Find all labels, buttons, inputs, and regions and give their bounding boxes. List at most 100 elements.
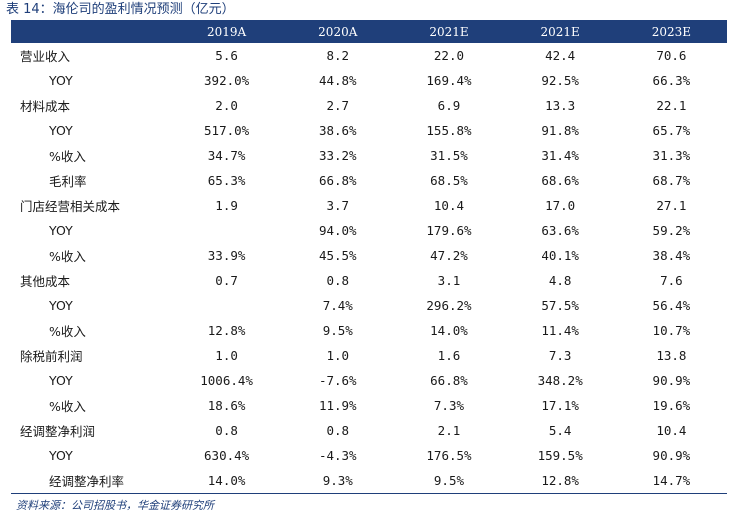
table-row: 其他成本 0.7 0.8 3.1 4.8 7.6 [11,268,727,293]
value-cell: 66.8% [318,173,357,188]
row-label: %收入 [49,399,86,414]
table-row: 经调整净利润 0.8 0.8 2.1 5.4 10.4 [11,418,727,443]
value-cell: 92.5% [541,73,579,88]
value-cell: 6.9 [437,98,461,113]
value-cell: 179.6% [426,223,472,238]
header-cell-label [11,20,171,43]
value-cell: 14.0% [171,468,283,494]
value-cell: 13.3 [545,98,576,113]
value-cell: 9.3% [282,468,394,494]
value-cell: 10.4 [433,198,465,213]
value-cell: 176.5% [426,448,472,463]
value-cell: 155.8% [426,123,472,138]
value-cell: 17.0 [545,198,576,213]
value-cell: 9.5% [322,323,353,338]
value-cell: 1.9 [215,198,238,213]
value-cell: 159.5% [537,448,583,463]
table-row: YOY 1006.4% -7.6% 66.8% 348.2% 90.9% [11,368,727,393]
table-row: 门店经营相关成本 1.9 3.7 10.4 17.0 27.1 [11,193,727,218]
table-row: YOY 7.4% 296.2% 57.5% 56.4% [11,293,727,318]
value-cell: 1.6 [437,348,461,363]
row-label: 门店经营相关成本 [20,199,121,214]
value-cell: 44.8% [318,73,357,88]
table-row: 毛利率 65.3% 66.8% 68.5% 68.6% 68.7% [11,168,727,193]
row-label: 材料成本 [20,99,71,114]
row-label: YOY [49,373,73,388]
table-row: %收入 34.7% 33.2% 31.5% 31.4% 31.3% [11,143,727,168]
value-cell: 31.5% [430,148,468,163]
table-row: 除税前利润 1.0 1.0 1.6 7.3 13.8 [11,343,727,368]
row-label: YOY [49,448,73,463]
header-row: 2019A 2020A 2021E 2021E 2023E [11,20,727,43]
value-cell: 0.8 [326,273,350,288]
source-note: 资料来源：公司招股书，华金证券研究所 [16,499,214,512]
value-cell: 2.7 [326,98,350,113]
value-cell: 45.5% [318,248,357,263]
value-cell: 296.2% [426,298,472,313]
row-label: 营业收入 [20,49,71,64]
value-cell: 630.4% [204,448,250,463]
value-cell: 517.0% [204,123,250,138]
value-cell: 1006.4% [200,373,253,388]
value-cell: 63.6% [541,223,579,238]
value-cell: 42.4 [545,48,576,63]
value-cell: 68.7% [652,173,691,188]
header-cell-2023e: 2023E [615,20,727,43]
table-caption: 表 14：海伦司的盈利情况预测（亿元） [6,2,235,17]
value-cell: 94.0% [318,223,357,238]
row-label: 除税前利润 [20,349,83,364]
table-row: YOY 517.0% 38.6% 155.8% 91.8% 65.7% [11,118,727,143]
value-cell: 3.1 [437,273,461,288]
header-cell-2021e: 2021E [393,20,505,43]
value-cell: -4.3% [318,448,357,463]
table-row: YOY 94.0% 179.6% 63.6% 59.2% [11,218,727,243]
value-cell: 10.7% [652,323,691,338]
value-cell: 33.9% [207,248,246,263]
row-label: 其他成本 [20,274,71,289]
row-label: YOY [49,73,73,88]
value-cell: 38.4% [652,248,691,263]
value-cell: 14.7% [615,468,727,494]
value-cell: 7.4% [322,298,353,313]
value-cell: 11.4% [541,323,579,338]
header-cell-2020a: 2020A [282,20,394,43]
value-cell: 1.0 [326,348,350,363]
value-cell: 0.7 [215,273,238,288]
profit-forecast-table: 2019A 2020A 2021E 2021E 2023E 营业收入 5.6 8.2… [11,20,727,494]
value-cell: 19.6% [652,398,691,413]
row-label: 毛利率 [49,174,87,189]
value-cell: 0.8 [215,423,238,438]
value-cell: 90.9% [652,448,691,463]
value-cell: 38.6% [318,123,357,138]
row-label: YOY [49,298,73,313]
value-cell: 68.6% [541,173,579,188]
value-cell: 40.1% [541,248,579,263]
value-cell: 3.7 [326,198,350,213]
table-row: YOY 392.0% 44.8% 169.4% 92.5% 66.3% [11,68,727,93]
table-row: 经调整净利率 14.0% 9.3% 9.5% 12.8% 14.7% [11,468,727,494]
value-cell: 18.6% [207,398,246,413]
value-cell: 65.7% [652,123,691,138]
value-cell: 59.2% [652,223,691,238]
table-row: %收入 12.8% 9.5% 14.0% 11.4% 10.7% [11,318,727,343]
value-cell: 22.0 [433,48,465,63]
value-cell: 56.4% [652,298,691,313]
value-cell [171,293,282,318]
value-cell: 0.8 [326,423,350,438]
value-cell: 66.3% [652,73,691,88]
header-cell-2021e-2: 2021E [504,20,616,43]
table-row: %收入 33.9% 45.5% 47.2% 40.1% 38.4% [11,243,727,268]
value-cell: 9.5% [393,468,505,494]
header-cell-2019a: 2019A [171,20,283,43]
value-cell: 2.1 [437,423,461,438]
value-cell: 10.4 [656,423,687,438]
value-cell: 7.6 [660,273,683,288]
value-cell: 11.9% [318,398,357,413]
row-label: YOY [49,223,73,238]
value-cell: 22.1 [656,98,687,113]
row-label: %收入 [49,324,86,339]
value-cell: 31.4% [541,148,579,163]
value-cell: 1.0 [215,348,238,363]
value-cell: 7.3 [548,348,572,363]
value-cell: 68.5% [430,173,468,188]
